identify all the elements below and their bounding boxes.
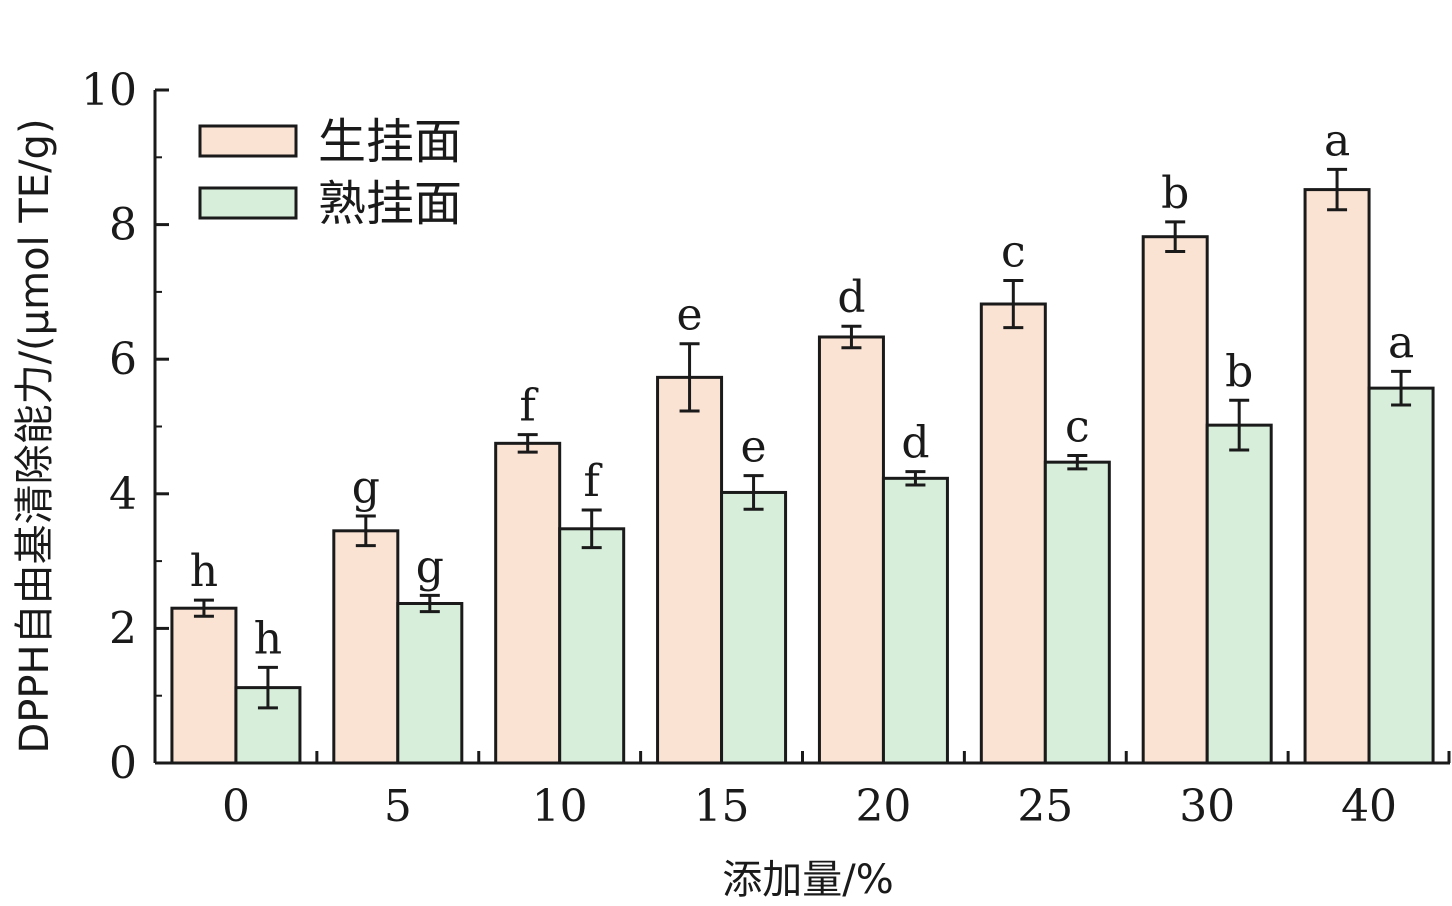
bar xyxy=(1043,460,1111,765)
significance-label: a xyxy=(1324,115,1350,166)
bar xyxy=(396,601,464,765)
bar xyxy=(817,335,885,765)
x-tick-label: 40 xyxy=(1341,781,1397,832)
labels: hh gg ff e e d d c c b b a a xyxy=(190,115,1414,664)
y-tick-label: 6 xyxy=(109,334,137,385)
bar xyxy=(494,441,562,765)
y-axis-title: DPPH自由基清除能力/(μmol TE/g) xyxy=(12,118,58,753)
x-tick-label: 10 xyxy=(532,781,588,832)
legend-swatch xyxy=(198,186,298,220)
bar xyxy=(1367,386,1435,765)
legend-label: 生挂面 xyxy=(318,114,462,170)
significance-label: a xyxy=(1388,317,1414,368)
axes: 0 2 4 6 8 10 0 5 10 15 20 25 30 40 xyxy=(81,65,1451,832)
significance-label: h xyxy=(190,546,218,597)
x-tick-label: 30 xyxy=(1179,781,1235,832)
x-tick-label: 20 xyxy=(855,781,911,832)
significance-label: b xyxy=(1161,168,1189,219)
y-tick-label: 10 xyxy=(81,65,137,116)
significance-label: g xyxy=(416,541,444,592)
bar xyxy=(558,527,626,765)
significance-label: c xyxy=(1001,226,1026,277)
significance-label: f xyxy=(520,381,539,432)
y-tick-label: 0 xyxy=(109,738,137,789)
bar xyxy=(332,529,400,765)
bar xyxy=(720,490,788,765)
bar xyxy=(170,606,238,765)
significance-label: e xyxy=(741,422,767,473)
bar xyxy=(1141,235,1209,765)
y-tick-label: 8 xyxy=(109,200,137,251)
bar xyxy=(656,375,724,765)
x-tick-label: 25 xyxy=(1017,781,1073,832)
significance-label: g xyxy=(352,462,380,513)
legend-label: 熟挂面 xyxy=(318,176,462,232)
legend-swatch xyxy=(198,124,298,158)
significance-label: d xyxy=(837,272,865,323)
significance-label: f xyxy=(584,456,603,507)
significance-label: d xyxy=(901,418,929,469)
significance-label: h xyxy=(254,613,282,664)
bar xyxy=(881,476,949,765)
bar xyxy=(1205,423,1273,765)
bar xyxy=(979,302,1047,765)
x-tick-label: 5 xyxy=(384,781,412,832)
bars xyxy=(170,167,1435,765)
x-axis-title: 添加量/% xyxy=(722,857,893,903)
significance-label: e xyxy=(677,290,703,341)
y-tick-label: 2 xyxy=(109,603,137,654)
bar xyxy=(1303,188,1371,765)
significance-label: c xyxy=(1065,401,1090,452)
x-tick-label: 0 xyxy=(222,781,250,832)
significance-label: b xyxy=(1225,346,1253,397)
y-tick-label: 4 xyxy=(109,469,137,520)
x-tick-label: 15 xyxy=(694,781,750,832)
